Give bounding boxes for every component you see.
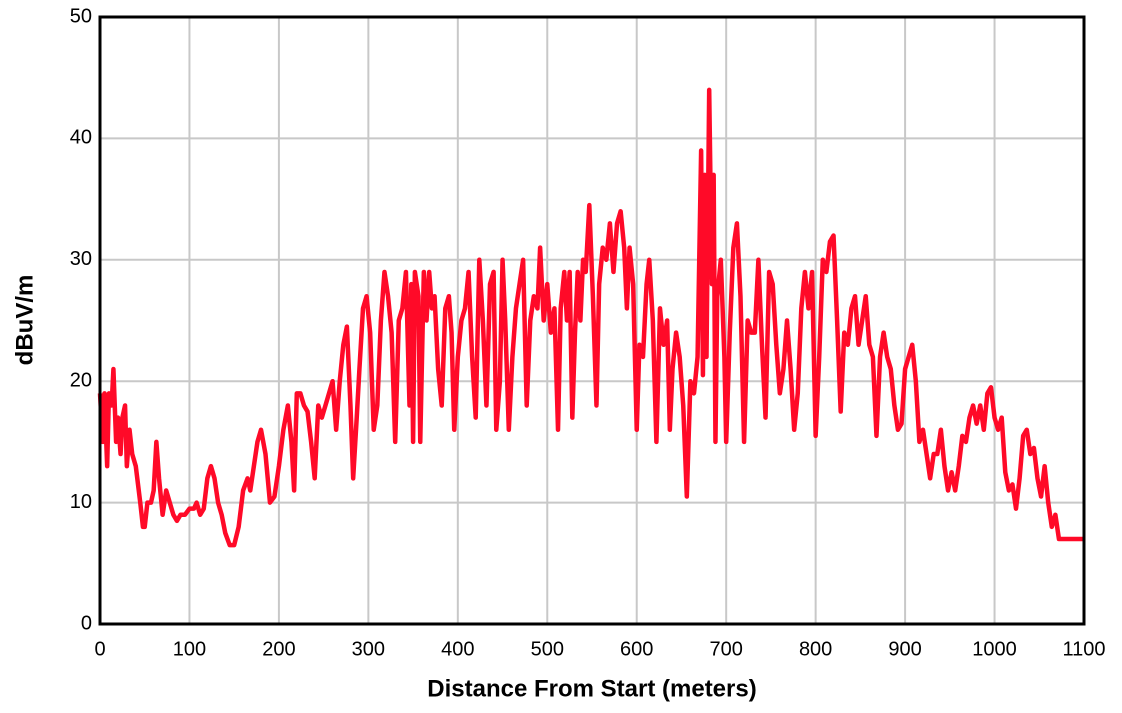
- x-tick-label: 800: [799, 638, 832, 660]
- y-tick-label: 40: [70, 127, 92, 149]
- x-tick-label: 400: [441, 638, 474, 660]
- x-tick-label: 700: [709, 638, 742, 660]
- y-tick-label: 30: [70, 248, 92, 270]
- x-tick-label: 1100: [1062, 638, 1105, 660]
- x-tick-label: 600: [620, 638, 653, 660]
- y-axis-label: dBuV/m: [11, 275, 38, 366]
- x-tick-label: 200: [262, 638, 295, 660]
- x-tick-label: 100: [173, 638, 206, 660]
- x-tick-label: 500: [531, 638, 564, 660]
- y-tick-label: 50: [70, 5, 92, 27]
- x-tick-label: 0: [94, 638, 105, 660]
- x-tick-label: 900: [888, 638, 921, 660]
- plot-frame: [98, 15, 1086, 626]
- data-line: [97, 87, 1084, 548]
- y-tick-label: 0: [81, 612, 92, 634]
- x-tick-label: 300: [352, 638, 385, 660]
- y-tick-label: 20: [70, 369, 92, 391]
- x-tick-label: 1000: [972, 638, 1017, 660]
- y-tick-label: 10: [70, 491, 92, 513]
- x-axis-label: Distance From Start (meters): [427, 675, 756, 702]
